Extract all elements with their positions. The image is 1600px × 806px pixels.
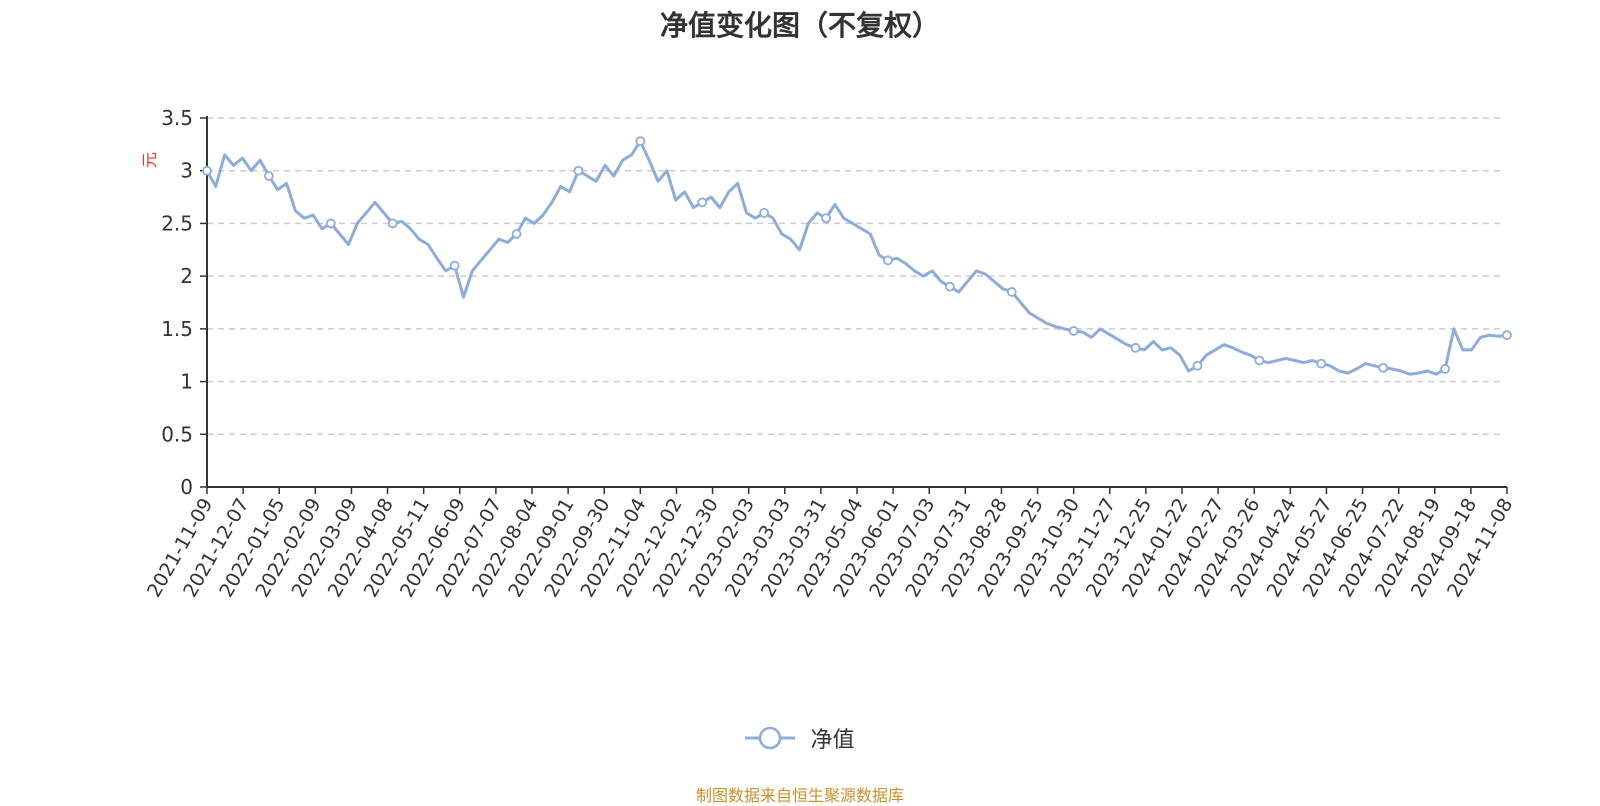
data-point[interactable] (1006, 287, 1017, 297)
data-point[interactable] (1378, 362, 1389, 373)
series-nav (205, 139, 1509, 376)
data-point[interactable] (264, 171, 274, 181)
y-axis-label: 元 (140, 152, 159, 168)
data-point[interactable] (202, 165, 212, 176)
data-point[interactable] (1440, 364, 1450, 374)
chart-title: 净值变化图（不复权） (659, 9, 940, 42)
data-point[interactable] (1068, 326, 1079, 336)
data-point[interactable] (883, 255, 893, 266)
legend-label: 净值 (810, 728, 855, 753)
data-point[interactable] (1502, 330, 1512, 341)
axes (200, 116, 1508, 494)
y-tick-labels: 0 0.5 1 1.5 2 2.5 3 3.5 (161, 106, 193, 499)
data-point[interactable] (325, 218, 336, 229)
legend-line-circle-icon (745, 726, 796, 750)
y-tick-label: 2.5 (161, 211, 193, 235)
data-point[interactable] (635, 136, 646, 147)
nav-line-chart: 0 0.5 1 1.5 2 2.5 3 3.5 2021-11-092021-12-07202… (140, 106, 1517, 602)
data-point[interactable] (573, 165, 584, 176)
x-tick-labels: 2021-11-092021-12-072022-01-052022-02-09… (143, 495, 1517, 602)
legend[interactable]: 净值 (0, 722, 1600, 754)
source-note: 制图数据来自恒生聚源数据库 (695, 786, 904, 805)
y-tick-label: 3.5 (161, 106, 193, 130)
data-point[interactable] (449, 260, 460, 271)
y-tick-label: 0 (180, 475, 193, 499)
y-tick-label: 1.5 (161, 317, 193, 341)
y-tick-label: 2 (180, 264, 193, 288)
data-point[interactable] (697, 197, 708, 208)
y-tick-label: 1 (180, 370, 193, 394)
series-line-nav (205, 139, 1509, 376)
y-tick-label: 0.5 (161, 422, 193, 446)
data-point[interactable] (1254, 355, 1265, 366)
data-point[interactable] (1192, 360, 1203, 371)
data-point[interactable] (759, 207, 770, 218)
data-point[interactable] (821, 213, 831, 224)
data-point[interactable] (944, 281, 955, 292)
series-markers (202, 136, 1512, 374)
data-point[interactable] (1316, 358, 1327, 369)
grid-lines (207, 117, 1500, 436)
data-point[interactable] (387, 218, 398, 229)
data-point[interactable] (511, 229, 522, 239)
data-point[interactable] (1130, 342, 1141, 353)
y-tick-label: 3 (180, 159, 193, 183)
